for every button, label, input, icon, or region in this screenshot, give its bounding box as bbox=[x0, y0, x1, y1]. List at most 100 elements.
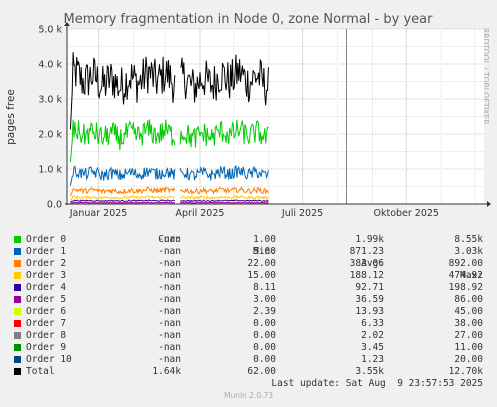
legend-header-avg: Avg: bbox=[361, 258, 384, 269]
legend-row: Order 3 -nan 15.00 188.12 474.92 bbox=[0, 270, 497, 282]
legend-avg: 3.55k bbox=[355, 366, 384, 377]
legend-avg: 3.45 bbox=[361, 342, 384, 353]
legend-cur: -nan bbox=[158, 282, 181, 293]
legend-max: 3.03k bbox=[454, 246, 483, 257]
legend-header: Cur: Min: Avg: Max: bbox=[0, 222, 497, 281]
legend-avg: 383.06 bbox=[349, 258, 384, 269]
legend-header-min: Min: bbox=[253, 246, 276, 257]
legend-max: 8.55k bbox=[454, 234, 483, 245]
legend-cur: -nan bbox=[158, 270, 181, 281]
legend-max: 86.00 bbox=[454, 294, 483, 305]
legend-min: 2.39 bbox=[253, 306, 276, 317]
legend-swatch bbox=[14, 296, 21, 303]
legend-cur: -nan bbox=[158, 318, 181, 329]
legend-swatch bbox=[14, 248, 21, 255]
legend-name: Order 10 bbox=[26, 354, 72, 365]
axes bbox=[64, 22, 491, 207]
legend-name: Order 5 bbox=[26, 294, 67, 305]
y-tick-label: 4.0 k bbox=[38, 60, 62, 71]
legend-header-cur: Cur: bbox=[158, 234, 181, 245]
x-tick-label: Juli 2025 bbox=[281, 208, 323, 219]
y-tick-label: 1.0 k bbox=[38, 165, 62, 176]
legend-avg: 36.59 bbox=[355, 294, 384, 305]
legend-cur: -nan bbox=[158, 234, 181, 245]
legend-row: Order 6 -nan 2.39 13.93 45.00 bbox=[0, 306, 497, 318]
legend-row: Order 2 -nan 22.00 383.06 892.00 bbox=[0, 258, 497, 270]
legend-row: Order 10 -nan 0.00 1.23 20.00 bbox=[0, 354, 497, 366]
legend-min: 5.00 bbox=[253, 246, 276, 257]
legend-row: Order 7 -nan 0.00 6.33 38.00 bbox=[0, 318, 497, 330]
legend-cur: -nan bbox=[158, 354, 181, 365]
legend-avg: 188.12 bbox=[349, 270, 384, 281]
legend-max: 198.92 bbox=[448, 282, 483, 293]
legend-name: Order 8 bbox=[26, 330, 67, 341]
legend-max: 38.00 bbox=[454, 318, 483, 329]
legend-name: Order 6 bbox=[26, 306, 67, 317]
rrdtool-credit: RRDTOOL / TOBI OETIKER bbox=[481, 28, 490, 125]
legend-max: 27.00 bbox=[454, 330, 483, 341]
legend-name: Order 0 bbox=[26, 234, 67, 245]
legend-row: Order 9 -nan 0.00 3.45 11.00 bbox=[0, 342, 497, 354]
legend-swatch bbox=[14, 320, 21, 327]
legend-name: Order 1 bbox=[26, 246, 67, 257]
x-tick-label: Oktober 2025 bbox=[373, 208, 439, 219]
legend-min: 8.11 bbox=[253, 282, 276, 293]
legend-cur: -nan bbox=[158, 342, 181, 353]
legend-name: Order 2 bbox=[26, 258, 67, 269]
legend-max: 20.00 bbox=[454, 354, 483, 365]
x-tick-label: Januar 2025 bbox=[69, 208, 128, 219]
legend-cur: 1.64k bbox=[152, 366, 181, 377]
legend-cur: -nan bbox=[158, 294, 181, 305]
x-tick-label: April 2025 bbox=[176, 208, 225, 219]
last-update: Last update: Sat Aug 9 23:57:53 2025 bbox=[271, 378, 483, 389]
legend-cur: -nan bbox=[158, 306, 181, 317]
legend-row: Order 8 -nan 0.00 2.02 27.00 bbox=[0, 330, 497, 342]
munin-version: Munin 2.0.73 bbox=[223, 391, 274, 400]
legend-max: 892.00 bbox=[448, 258, 483, 269]
legend-swatch bbox=[14, 332, 21, 339]
legend-name: Order 9 bbox=[26, 342, 67, 353]
legend-name: Total bbox=[26, 366, 55, 377]
y-tick-label: 2.0 k bbox=[38, 130, 62, 141]
x-axis-arrow bbox=[487, 201, 491, 207]
legend-header-max: Max: bbox=[460, 270, 483, 281]
legend-swatch bbox=[14, 260, 21, 267]
series-line-order-2 bbox=[69, 185, 269, 197]
legend-swatch bbox=[14, 284, 21, 291]
tick-labels: 0.0 1.0 k 2.0 k 3.0 k 4.0 k 5.0 k Januar 2025 A… bbox=[38, 25, 439, 220]
legend-row: Order 5 -nan 3.00 36.59 86.00 bbox=[0, 294, 497, 306]
legend-name: Order 4 bbox=[26, 282, 67, 293]
legend-max: 474.92 bbox=[448, 270, 483, 281]
legend-avg: 871.23 bbox=[349, 246, 384, 257]
y-tick-label: 5.0 k bbox=[38, 25, 62, 36]
legend-max: 45.00 bbox=[454, 306, 483, 317]
legend-swatch bbox=[14, 272, 21, 279]
legend-swatch bbox=[14, 236, 21, 243]
series-line-order-0 bbox=[69, 119, 269, 163]
legend-min: 0.00 bbox=[253, 318, 276, 329]
y-axis-arrow bbox=[64, 22, 70, 26]
legend-min: 15.00 bbox=[247, 270, 276, 281]
legend: Cur: Min: Avg: Max: Order 0 -nan 1.00 1.99k… bbox=[0, 222, 497, 378]
legend-avg: 13.93 bbox=[355, 306, 384, 317]
series-line-order-4 bbox=[70, 199, 269, 203]
legend-swatch bbox=[14, 356, 21, 363]
legend-cur: -nan bbox=[158, 246, 181, 257]
legend-max: 11.00 bbox=[454, 342, 483, 353]
legend-min: 22.00 bbox=[247, 258, 276, 269]
legend-row: Order 4 -nan 8.11 92.71 198.92 bbox=[0, 282, 497, 294]
legend-min: 0.00 bbox=[253, 342, 276, 353]
legend-min: 0.00 bbox=[253, 354, 276, 365]
legend-name: Order 7 bbox=[26, 318, 67, 329]
legend-swatch bbox=[14, 308, 21, 315]
y-axis-label: pages free bbox=[5, 89, 17, 145]
series-line-order-3 bbox=[70, 194, 269, 201]
series-line-total bbox=[69, 52, 269, 130]
legend-row: Order 0 -nan 1.00 1.99k 8.55k bbox=[0, 234, 497, 246]
legend-min: 3.00 bbox=[253, 294, 276, 305]
legend-row: Total 1.64k 62.00 3.55k 12.70k bbox=[0, 366, 497, 378]
legend-avg: 1.23 bbox=[361, 354, 384, 365]
legend-cur: -nan bbox=[158, 330, 181, 341]
legend-min: 62.00 bbox=[247, 366, 276, 377]
legend-swatch bbox=[14, 344, 21, 351]
